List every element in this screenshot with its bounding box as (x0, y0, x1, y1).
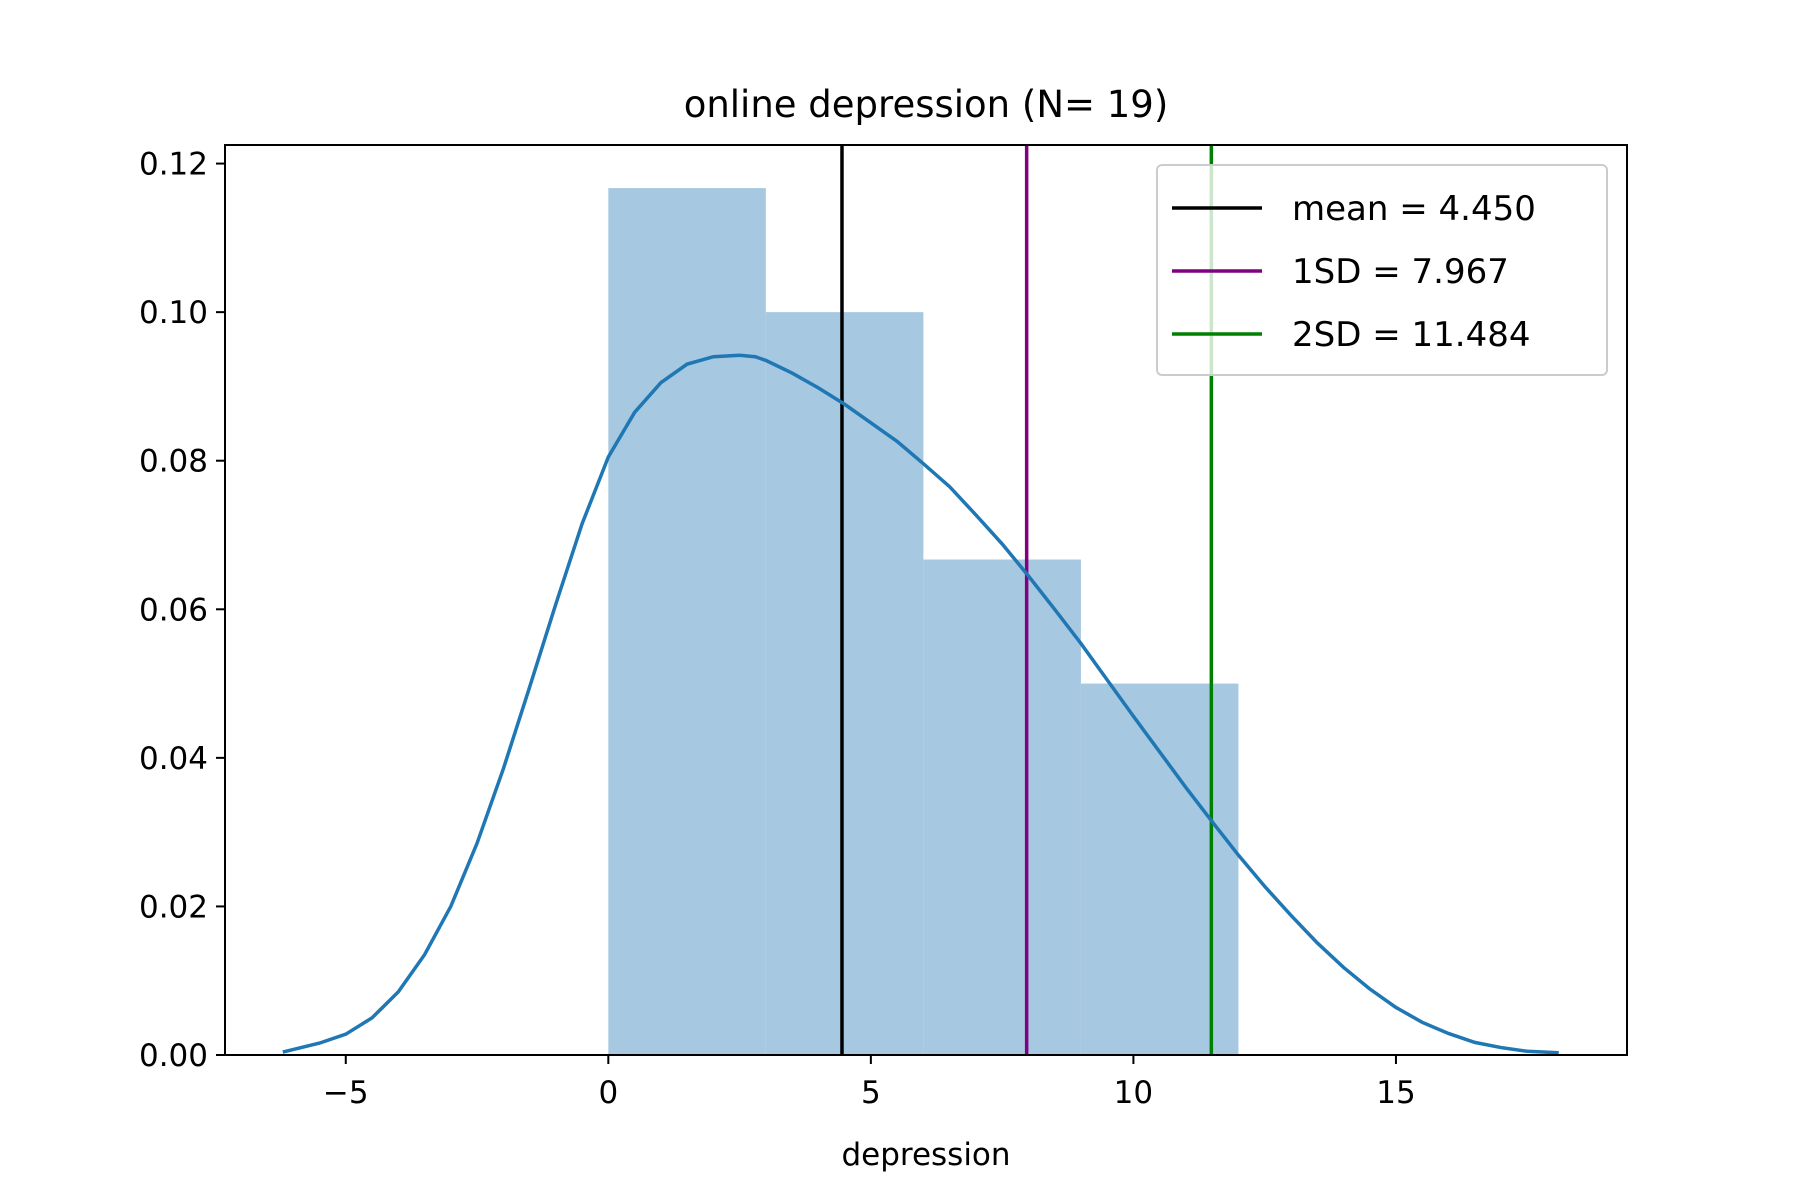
histogram-bar (1080, 683, 1239, 1055)
x-tick-label: −5 (323, 1075, 369, 1111)
axes-frame (224, 144, 1628, 1056)
y-tick-label: 0.00 (139, 1038, 208, 1074)
x-axis-label: depression (841, 1137, 1010, 1173)
y-tick-label: 0.04 (139, 741, 208, 777)
histogram-bar (608, 188, 766, 1056)
legend-label: mean = 4.450 (1292, 189, 1536, 229)
histogram-bar (923, 559, 1081, 1055)
x-tick-label: 5 (861, 1075, 881, 1111)
chart-title: online depression (N= 19) (684, 83, 1169, 126)
x-tick-label: 15 (1376, 1075, 1415, 1111)
y-tick-label: 0.12 (139, 147, 208, 183)
histogram-bars (608, 188, 1239, 1056)
y-tick-label: 0.08 (139, 444, 208, 480)
legend-label: 2SD = 11.484 (1292, 315, 1530, 355)
y-axis-ticks: 0.00 0.02 0.04 0.06 0.08 0.10 0.12 (139, 147, 225, 1074)
x-tick-label: 0 (598, 1075, 618, 1111)
legend: mean = 4.450 1SD = 7.967 2SD = 11.484 (1156, 164, 1608, 376)
y-tick-label: 0.06 (139, 592, 208, 628)
histogram-bar (765, 312, 924, 1056)
legend-label: 1SD = 7.967 (1292, 252, 1509, 292)
kde-curve (282, 353, 1559, 1055)
x-tick-label: 10 (1114, 1075, 1153, 1111)
x-axis-ticks: −5 0 5 10 15 (323, 1055, 1416, 1111)
y-tick-label: 0.02 (139, 889, 208, 925)
y-tick-label: 0.10 (139, 295, 208, 331)
legend-box (1156, 164, 1608, 376)
